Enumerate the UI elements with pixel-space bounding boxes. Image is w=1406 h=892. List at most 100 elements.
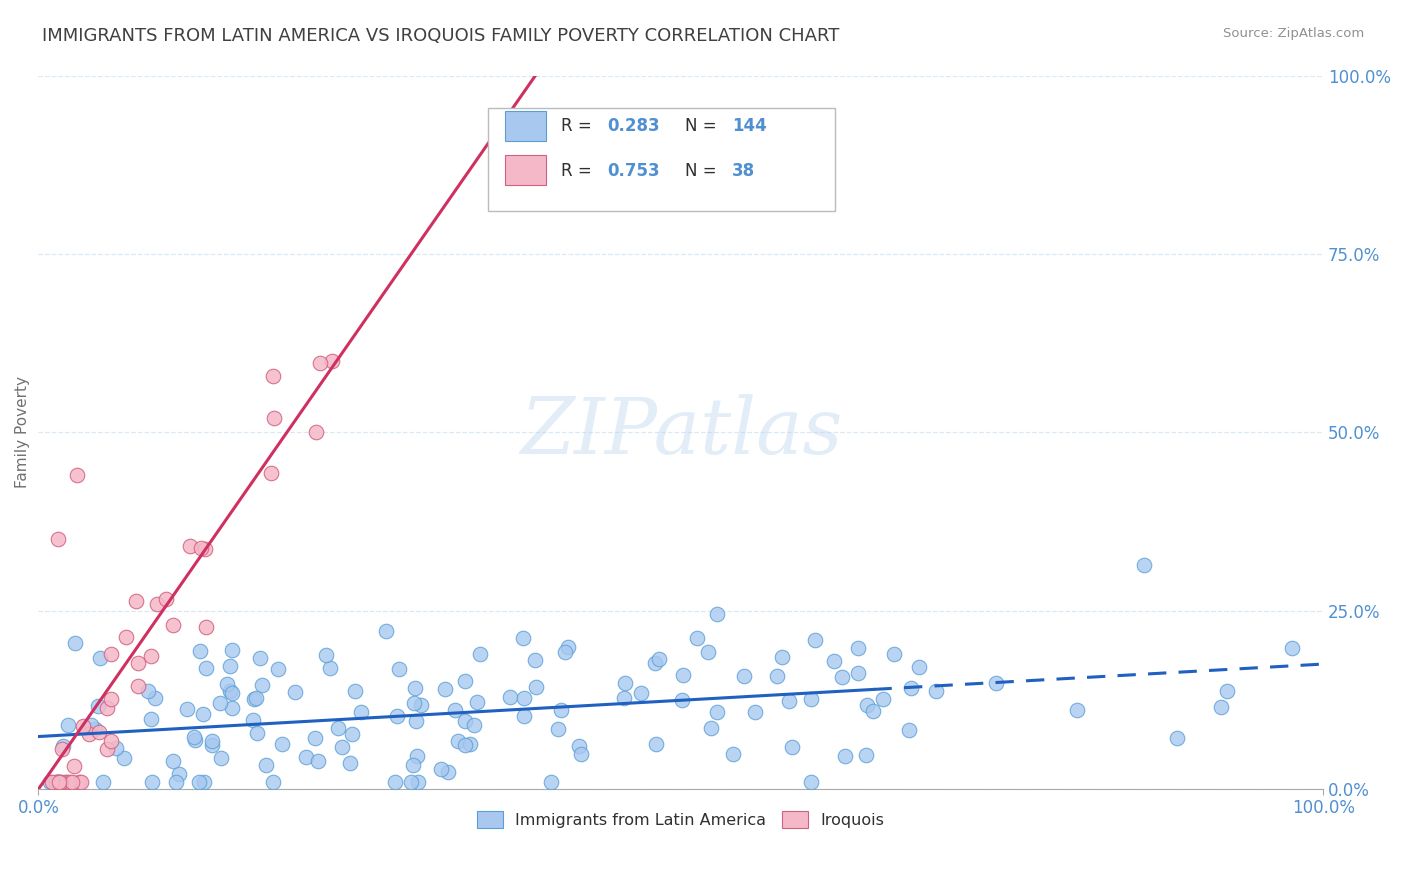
Point (217, 677, 239, 691)
Point (706, 607, 728, 622)
Point (56, 774, 79, 789)
Point (453, 674, 475, 689)
Point (162, 754, 184, 768)
Text: R =: R = (561, 161, 598, 179)
Point (221, 700, 243, 714)
Point (245, 690, 267, 705)
Point (343, 684, 366, 698)
Point (465, 695, 488, 709)
Point (340, 727, 363, 741)
Point (176, 702, 198, 716)
Point (401, 758, 423, 772)
Point (644, 737, 666, 751)
Point (87, 698, 110, 713)
Point (127, 679, 149, 693)
Text: 0.283: 0.283 (607, 118, 661, 136)
Point (699, 721, 721, 735)
Point (67, 774, 90, 789)
Text: N =: N = (685, 161, 721, 179)
Point (437, 765, 460, 780)
Point (45, 774, 67, 789)
Point (399, 774, 422, 789)
Point (100, 734, 122, 748)
Point (856, 698, 879, 713)
FancyBboxPatch shape (488, 108, 835, 211)
Point (56, 717, 79, 731)
Point (187, 774, 209, 789)
Text: R =: R = (561, 118, 598, 136)
Point (139, 712, 162, 726)
Point (706, 705, 728, 719)
Point (72, 719, 94, 733)
Point (339, 756, 361, 770)
Point (782, 740, 804, 755)
Point (194, 541, 217, 556)
Point (209, 750, 232, 764)
Point (330, 740, 353, 755)
Point (846, 666, 869, 681)
Point (897, 723, 920, 738)
Point (569, 747, 592, 762)
Point (51, 774, 73, 789)
Point (463, 717, 485, 731)
Point (468, 648, 491, 662)
Point (557, 640, 579, 655)
Point (686, 632, 709, 646)
Point (883, 647, 905, 661)
Point (46, 774, 69, 789)
Point (766, 668, 789, 682)
Text: IMMIGRANTS FROM LATIN AMERICA VS IROQUOIS FAMILY POVERTY CORRELATION CHART: IMMIGRANTS FROM LATIN AMERICA VS IROQUOI… (42, 27, 839, 45)
Point (262, 774, 284, 789)
Point (165, 774, 187, 789)
Point (447, 734, 470, 748)
Point (219, 683, 242, 698)
Point (823, 655, 845, 669)
Point (53, 774, 76, 789)
Point (744, 705, 766, 719)
Point (458, 737, 481, 751)
Point (201, 734, 224, 748)
Point (648, 652, 671, 666)
Point (305, 425, 328, 439)
Point (321, 354, 343, 368)
Point (249, 651, 271, 665)
Point (499, 690, 522, 704)
Point (434, 682, 457, 697)
Point (404, 696, 426, 710)
Point (846, 640, 869, 655)
Point (513, 690, 536, 705)
Point (384, 774, 406, 789)
Point (193, 774, 215, 789)
Point (89, 724, 111, 739)
Point (194, 620, 217, 634)
Point (46, 774, 69, 789)
Point (613, 690, 636, 705)
Point (89, 650, 111, 665)
Point (1166, 731, 1188, 745)
Point (307, 754, 329, 768)
Point (260, 466, 283, 480)
Point (284, 685, 307, 699)
Point (671, 693, 693, 707)
Point (405, 714, 427, 728)
Point (405, 748, 427, 763)
Point (524, 653, 547, 667)
Point (48, 774, 70, 789)
Point (554, 645, 576, 659)
Point (250, 678, 273, 692)
Point (167, 767, 190, 781)
Point (96, 742, 118, 756)
Point (80, 718, 103, 732)
Point (83, 722, 105, 736)
Point (770, 649, 793, 664)
Point (51, 741, 73, 756)
Point (246, 726, 269, 740)
Point (155, 592, 177, 607)
Point (908, 660, 931, 674)
Point (855, 747, 877, 762)
Point (262, 369, 284, 384)
Point (374, 624, 396, 638)
Point (1281, 640, 1303, 655)
Point (872, 691, 894, 706)
Point (46, 774, 69, 789)
